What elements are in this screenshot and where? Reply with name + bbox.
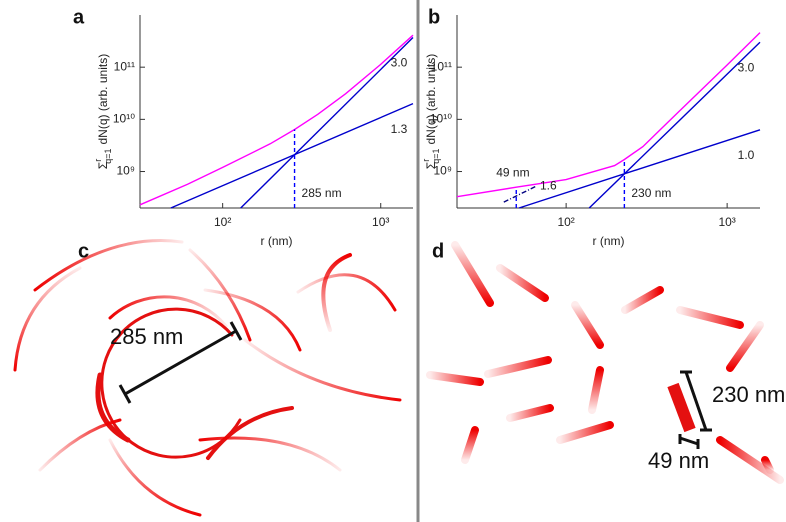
arc <box>13 266 82 372</box>
series-line <box>170 102 414 209</box>
series-line <box>518 129 761 209</box>
y-axis-label: Σrq=1 dN(q) (arb. units) <box>93 54 113 169</box>
rod <box>571 301 604 349</box>
y-tick-label: 10¹¹ <box>431 59 452 73</box>
scale-bar <box>678 370 712 449</box>
rod <box>451 241 494 307</box>
arc <box>243 338 402 402</box>
scale-bar <box>118 321 243 404</box>
filament-drawing <box>13 239 402 517</box>
series-line <box>139 34 414 206</box>
y-tick-label: 10⁹ <box>434 164 453 178</box>
rod <box>621 286 664 314</box>
arc <box>188 248 252 342</box>
rod <box>676 306 744 329</box>
series-line <box>503 185 537 203</box>
x-tick-label: 10² <box>557 215 574 229</box>
rod <box>556 421 614 444</box>
y-tick-label: 10¹¹ <box>114 59 135 73</box>
marker-label: 285 nm <box>302 186 342 200</box>
arc <box>206 406 294 460</box>
rod <box>667 382 696 433</box>
marker-label: 230 nm <box>631 186 671 200</box>
scale-label: 285 nm <box>110 324 183 349</box>
rod <box>588 366 604 414</box>
x-axis-label: r (nm) <box>593 234 625 248</box>
y-label-text: dN(q) (arb. units) <box>424 54 438 145</box>
y-tick-label: 10⁹ <box>117 164 136 178</box>
rod-drawing <box>426 241 784 484</box>
arc <box>198 436 342 472</box>
panel-label: c <box>78 240 89 262</box>
x-tick-label: 10³ <box>718 215 735 229</box>
line-label: 1.3 <box>391 122 408 136</box>
line-label: 3.0 <box>391 56 408 70</box>
y-label-sup: r <box>93 159 103 162</box>
arc <box>33 239 184 292</box>
marker-label: 49 nm <box>496 165 529 179</box>
line-label: 1.6 <box>540 179 557 193</box>
x-tick-label: 10² <box>214 215 231 229</box>
line-label: 1.0 <box>738 148 755 162</box>
y-label-symbol: Σ <box>424 162 438 169</box>
y-label-text: dN(q) (arb. units) <box>96 54 110 145</box>
y-label-sub: q=1 <box>431 149 441 164</box>
series-line <box>456 32 761 198</box>
series-line <box>240 37 414 209</box>
rod <box>726 321 764 372</box>
arc <box>38 418 122 472</box>
line-label: 3.0 <box>738 60 755 74</box>
rod <box>716 436 784 484</box>
y-tick-label: 10¹⁰ <box>113 112 135 126</box>
arc <box>321 253 352 332</box>
rod <box>484 356 552 378</box>
panel-label: b <box>428 6 440 28</box>
rod <box>496 264 549 302</box>
arc <box>203 288 302 352</box>
scale-label: 49 nm <box>648 448 709 473</box>
y-label-symbol: Σ <box>96 162 110 169</box>
arc <box>108 295 228 328</box>
x-tick-label: 10³ <box>372 215 389 229</box>
y-label-sub: q=1 <box>103 149 113 164</box>
y-axis-label: Σrq=1 dN(q) (arb. units) <box>421 54 441 169</box>
scale-label: 230 nm <box>712 382 785 407</box>
arc <box>95 372 131 443</box>
arc <box>296 273 397 312</box>
x-axis-label: r (nm) <box>261 234 293 248</box>
panel-label: d <box>432 240 444 262</box>
y-label-sup: r <box>421 159 431 162</box>
y-tick-label: 10¹⁰ <box>430 112 452 126</box>
rod <box>506 404 554 422</box>
panel-label: a <box>73 6 85 28</box>
ring <box>100 307 242 459</box>
rod <box>761 456 774 474</box>
series-line <box>588 41 761 209</box>
rod <box>426 371 484 386</box>
rod <box>461 426 479 464</box>
arc <box>108 438 202 517</box>
